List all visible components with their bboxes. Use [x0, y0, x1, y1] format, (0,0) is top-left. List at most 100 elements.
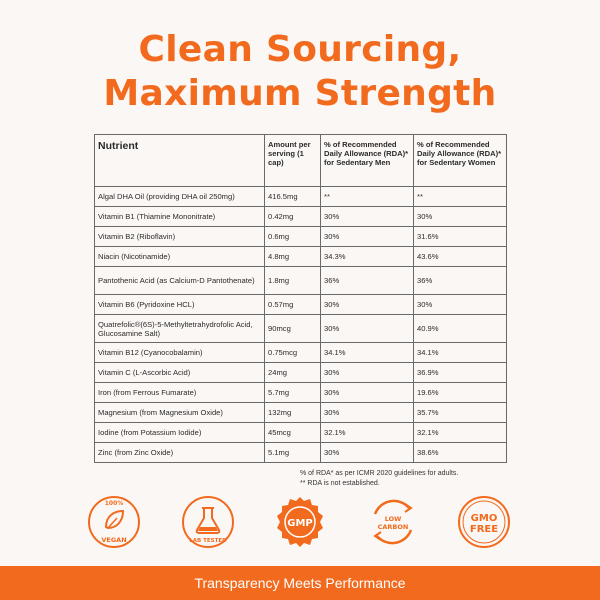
- cell-amount: 0.6mg: [264, 226, 321, 247]
- cell-amount: 4.8mg: [264, 246, 321, 267]
- bottom-banner-text: Transparency Meets Performance: [194, 575, 406, 591]
- vegan-badge-text: VEGAN: [101, 536, 126, 544]
- header-rda-women: % of Recommended Daily Allowance (RDA)* …: [413, 134, 507, 187]
- cell-rda-men: 34.3%: [320, 246, 414, 267]
- cell-rda-women: 32.1%: [413, 422, 507, 443]
- cell-nutrient: Pantothenic Acid (as Calcium-D Pantothen…: [94, 266, 265, 295]
- low-carbon-badge: LOW CARBON: [365, 494, 421, 550]
- cell-rda-women: 34.1%: [413, 342, 507, 363]
- table-row: Algal DHA Oil (providing DHA oil 250mg) 4…: [94, 186, 507, 207]
- table-row: Iodine (from Potassium Iodide) 45mcg 32.1%…: [94, 422, 507, 443]
- cell-amount: 1.8mg: [264, 266, 321, 295]
- cell-rda-women: 38.6%: [413, 442, 507, 463]
- cell-amount: 132mg: [264, 402, 321, 423]
- headline-line-1: Clean Sourcing,: [138, 29, 462, 70]
- low-carbon-text-2: CARBON: [378, 523, 409, 531]
- cell-rda-women: 30%: [413, 206, 507, 227]
- vegan-badge: 100% VEGAN: [86, 494, 142, 550]
- cell-rda-women: 36.9%: [413, 362, 507, 383]
- table-row: Quatrefolic®(6S)-5-Methyltetrahydrofolic…: [94, 314, 507, 343]
- table-row: Vitamin B1 (Thiamine Mononitrate) 0.42mg 3…: [94, 206, 507, 227]
- cell-amount: 0.75mcg: [264, 342, 321, 363]
- cell-nutrient: Vitamin B6 (Pyridoxine HCL): [94, 294, 265, 315]
- cell-amount: 24mg: [264, 362, 321, 383]
- cell-nutrient: Zinc (from Zinc Oxide): [94, 442, 265, 463]
- cell-amount: 416.5mg: [264, 186, 321, 207]
- cell-rda-women: 35.7%: [413, 402, 507, 423]
- gmo-free-icon: GMO FREE: [458, 496, 510, 548]
- table-row: Vitamin B2 (Riboflavin) 0.6mg 30% 31.6%: [94, 226, 507, 247]
- cell-nutrient: Vitamin C (L-Ascorbic Acid): [94, 362, 265, 383]
- cell-rda-men: 30%: [320, 206, 414, 227]
- table-row: Magnesium (from Magnesium Oxide) 132mg 30%…: [94, 402, 507, 423]
- cell-rda-men: 30%: [320, 402, 414, 423]
- cell-amount: 45mcg: [264, 422, 321, 443]
- cell-amount: 0.57mg: [264, 294, 321, 315]
- cell-rda-women: 19.6%: [413, 382, 507, 403]
- cell-rda-women: 43.6%: [413, 246, 507, 267]
- cell-rda-men: 30%: [320, 294, 414, 315]
- cell-nutrient: Niacin (Nicotinamide): [94, 246, 265, 267]
- header-nutrient: Nutrient: [94, 134, 265, 187]
- table-row: Niacin (Nicotinamide) 4.8mg 34.3% 43.6%: [94, 246, 507, 267]
- headline-line-2: Maximum Strength: [103, 73, 497, 114]
- cell-rda-men: 30%: [320, 382, 414, 403]
- cell-rda-women: 31.6%: [413, 226, 507, 247]
- footnote-not-established: ** RDA is not established.: [300, 480, 380, 487]
- table-row: Vitamin C (L-Ascorbic Acid) 24mg 30% 36.9%: [94, 362, 507, 383]
- table-row: Zinc (from Zinc Oxide) 5.1mg 30% 38.6%: [94, 442, 507, 463]
- cell-rda-women: 40.9%: [413, 314, 507, 343]
- cell-rda-men: 30%: [320, 442, 414, 463]
- cell-nutrient: Vitamin B1 (Thiamine Mononitrate): [94, 206, 265, 227]
- nutrient-table-container: Nutrient Amount per serving (1 cap) % of…: [94, 134, 507, 463]
- cell-nutrient: Vitamin B2 (Riboflavin): [94, 226, 265, 247]
- lab-tested-badge: LAB TESTED: [180, 494, 236, 550]
- leaf-icon: 100% VEGAN: [88, 496, 140, 548]
- cell-amount: 5.1mg: [264, 442, 321, 463]
- table-body: Algal DHA Oil (providing DHA oil 250mg) 4…: [94, 186, 507, 463]
- page-title: Clean Sourcing, Maximum Strength: [0, 28, 600, 116]
- gmp-badge: GMP: [272, 494, 328, 550]
- cell-nutrient: Iron (from Ferrous Fumarate): [94, 382, 265, 403]
- cell-nutrient: Algal DHA Oil (providing DHA oil 250mg): [94, 186, 265, 207]
- cell-nutrient: Iodine (from Potassium Iodide): [94, 422, 265, 443]
- flask-icon: LAB TESTED: [182, 496, 234, 548]
- gmp-text: GMP: [287, 518, 313, 529]
- cell-nutrient: Quatrefolic®(6S)-5-Methyltetrahydrofolic…: [94, 314, 265, 343]
- cell-rda-men: 34.1%: [320, 342, 414, 363]
- cell-rda-men: 32.1%: [320, 422, 414, 443]
- vegan-badge-top-text: 100%: [105, 500, 124, 507]
- nutrient-table: Nutrient Amount per serving (1 cap) % of…: [94, 134, 507, 463]
- lab-tested-text: LAB TESTED: [189, 538, 227, 544]
- cell-rda-men: **: [320, 186, 414, 207]
- gmp-seal-icon: GMP: [277, 497, 323, 547]
- cell-rda-women: **: [413, 186, 507, 207]
- cell-amount: 90mcg: [264, 314, 321, 343]
- cell-rda-men: 36%: [320, 266, 414, 295]
- cell-amount: 5.7mg: [264, 382, 321, 403]
- gmo-free-badge: GMO FREE: [456, 494, 512, 550]
- table-row: Vitamin B6 (Pyridoxine HCL) 0.57mg 30% 30%: [94, 294, 507, 315]
- certification-badges: 100% VEGAN LAB TESTED GMP LOW CARBON: [0, 494, 600, 556]
- cell-nutrient: Magnesium (from Magnesium Oxide): [94, 402, 265, 423]
- free-text: FREE: [470, 524, 498, 535]
- header-amount: Amount per serving (1 cap): [264, 134, 321, 187]
- bottom-banner: Transparency Meets Performance: [0, 566, 600, 600]
- cell-rda-men: 30%: [320, 362, 414, 383]
- table-row: Vitamin B12 (Cyanocobalamin) 0.75mcg 34.1%…: [94, 342, 507, 363]
- cell-amount: 0.42mg: [264, 206, 321, 227]
- footnote-rda: % of RDA* as per ICMR 2020 guidelines fo…: [300, 470, 459, 477]
- low-carbon-icon: LOW CARBON: [373, 499, 413, 545]
- cell-nutrient: Vitamin B12 (Cyanocobalamin): [94, 342, 265, 363]
- table-row: Pantothenic Acid (as Calcium-D Pantothen…: [94, 266, 507, 295]
- cell-rda-men: 30%: [320, 226, 414, 247]
- table-header-row: Nutrient Amount per serving (1 cap) % of…: [94, 134, 507, 187]
- gmo-text: GMO: [471, 513, 498, 524]
- table-row: Iron (from Ferrous Fumarate) 5.7mg 30% 19.6…: [94, 382, 507, 403]
- cell-rda-men: 30%: [320, 314, 414, 343]
- cell-rda-women: 36%: [413, 266, 507, 295]
- low-carbon-text-1: LOW: [385, 515, 402, 523]
- cell-rda-women: 30%: [413, 294, 507, 315]
- footnotes: % of RDA* as per ICMR 2020 guidelines fo…: [300, 469, 530, 489]
- header-rda-men: % of Recommended Daily Allowance (RDA)* …: [320, 134, 414, 187]
